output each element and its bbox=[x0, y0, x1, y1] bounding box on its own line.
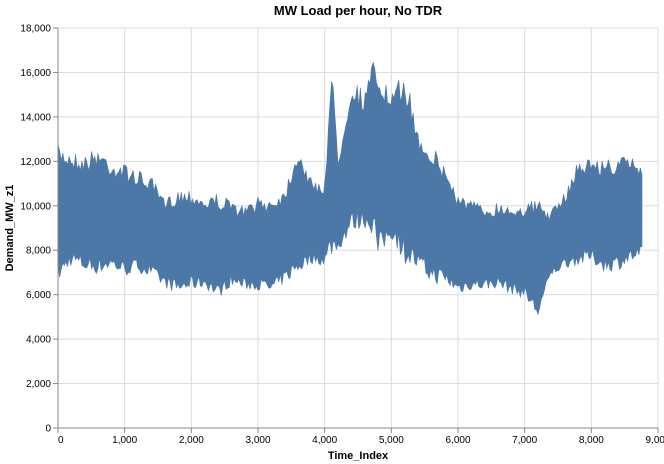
x-tick-label: 0 bbox=[58, 435, 64, 446]
x-tick-label: 8,000 bbox=[579, 435, 604, 446]
y-tick-label: 8,000 bbox=[26, 246, 51, 257]
y-tick-label: 10,000 bbox=[20, 201, 51, 212]
x-tick-label: 9,000 bbox=[645, 435, 664, 446]
y-tick-label: 14,000 bbox=[20, 112, 51, 123]
y-axis-title: Demand_MW_z1 bbox=[4, 185, 16, 272]
y-tick-label: 4,000 bbox=[26, 335, 51, 346]
x-tick-label: 1,000 bbox=[112, 435, 137, 446]
y-tick-label: 2,000 bbox=[26, 379, 51, 390]
chart-title: MW Load per hour, No TDR bbox=[274, 3, 443, 18]
y-tick-label: 0 bbox=[45, 424, 51, 435]
axes: 0 1,000 2,000 3,000 4,000 5,000 6,000 7,000 8,00… bbox=[20, 24, 664, 447]
x-tick-label: 4,000 bbox=[312, 435, 337, 446]
y-tick-label: 6,000 bbox=[26, 290, 51, 301]
series-demand-area bbox=[57, 61, 643, 316]
x-tick-label: 5,000 bbox=[379, 435, 404, 446]
x-axis-title: Time_Index bbox=[328, 450, 389, 462]
x-tick-label: 7,000 bbox=[512, 435, 537, 446]
x-tick-label: 3,000 bbox=[245, 435, 270, 446]
x-tick-label: 2,000 bbox=[179, 435, 204, 446]
y-tick-label: 12,000 bbox=[20, 157, 51, 168]
x-tick-label: 6,000 bbox=[445, 435, 470, 446]
y-tick-label: 18,000 bbox=[20, 24, 51, 35]
y-tick-label: 16,000 bbox=[20, 68, 51, 79]
